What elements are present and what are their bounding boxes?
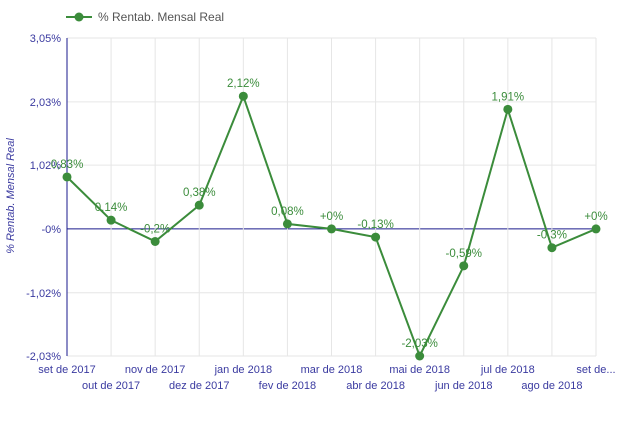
x-tick-label: mai de 2018 [389, 364, 450, 376]
y-tick-label: -1,02% [26, 288, 61, 300]
data-label: +0% [584, 211, 607, 223]
x-tick-label: nov de 2017 [125, 364, 186, 376]
x-tick-label: mar de 2018 [301, 364, 363, 376]
x-tick-label: jan de 2018 [214, 364, 273, 376]
data-point [327, 224, 336, 234]
data-label: +0% [320, 211, 343, 223]
y-tick-label: 3,05% [30, 33, 61, 45]
data-label: 2,12% [227, 78, 260, 90]
axes: 3,05%2,03%1,02%-0%-1,02%-2,03%set de 201… [26, 33, 615, 392]
legend-marker [74, 12, 84, 22]
y-axis-title: % Rentab. Mensal Real [5, 138, 17, 254]
x-tick-label: jun de 2018 [434, 380, 493, 392]
x-tick-label: out de 2017 [82, 380, 140, 392]
data-point [282, 219, 292, 229]
data-point [503, 104, 513, 114]
data-label: -0,13% [357, 219, 393, 231]
data-point [238, 91, 248, 101]
data-label: -0,59% [446, 248, 482, 260]
y-tick-label: 2,03% [30, 97, 61, 109]
data-label: 1,91% [492, 91, 525, 103]
y-tick-label: 1,02% [30, 160, 61, 172]
x-tick-label: fev de 2018 [259, 380, 317, 392]
data-point [150, 236, 160, 246]
x-tick-label: set de 2017 [38, 364, 96, 376]
data-label: -0,2% [140, 223, 170, 235]
legend[interactable]: % Rentab. Mensal Real [66, 10, 224, 24]
x-tick-label: set de... [576, 364, 615, 376]
x-tick-label: dez de 2017 [169, 380, 230, 392]
legend-label: % Rentab. Mensal Real [98, 10, 224, 24]
data-point [194, 200, 204, 210]
x-tick-label: abr de 2018 [346, 380, 405, 392]
series-line-layer [62, 91, 601, 361]
x-tick-label: jul de 2018 [480, 364, 535, 376]
data-label: 0,08% [271, 206, 304, 218]
data-label: -0,3% [537, 230, 567, 242]
data-label: -2,03% [401, 338, 437, 350]
y-tick-label: -0% [41, 224, 61, 236]
data-label: 0,14% [95, 202, 128, 214]
data-point [106, 215, 116, 225]
data-point [62, 172, 72, 182]
data-point [547, 243, 557, 253]
data-point [371, 232, 381, 242]
grid-lines [66, 37, 597, 357]
data-point [591, 224, 601, 234]
y-tick-label: -2,03% [26, 351, 61, 363]
data-label: 0,38% [183, 187, 216, 199]
data-point [415, 351, 425, 361]
x-tick-label: ago de 2018 [521, 380, 582, 392]
data-point [459, 261, 469, 271]
data-labels: 0,83% 0,14% -0,2% 0,38% 2,12% 0,08% +0% -0,13% -… [51, 78, 608, 350]
data-label: 0,83% [51, 159, 84, 171]
